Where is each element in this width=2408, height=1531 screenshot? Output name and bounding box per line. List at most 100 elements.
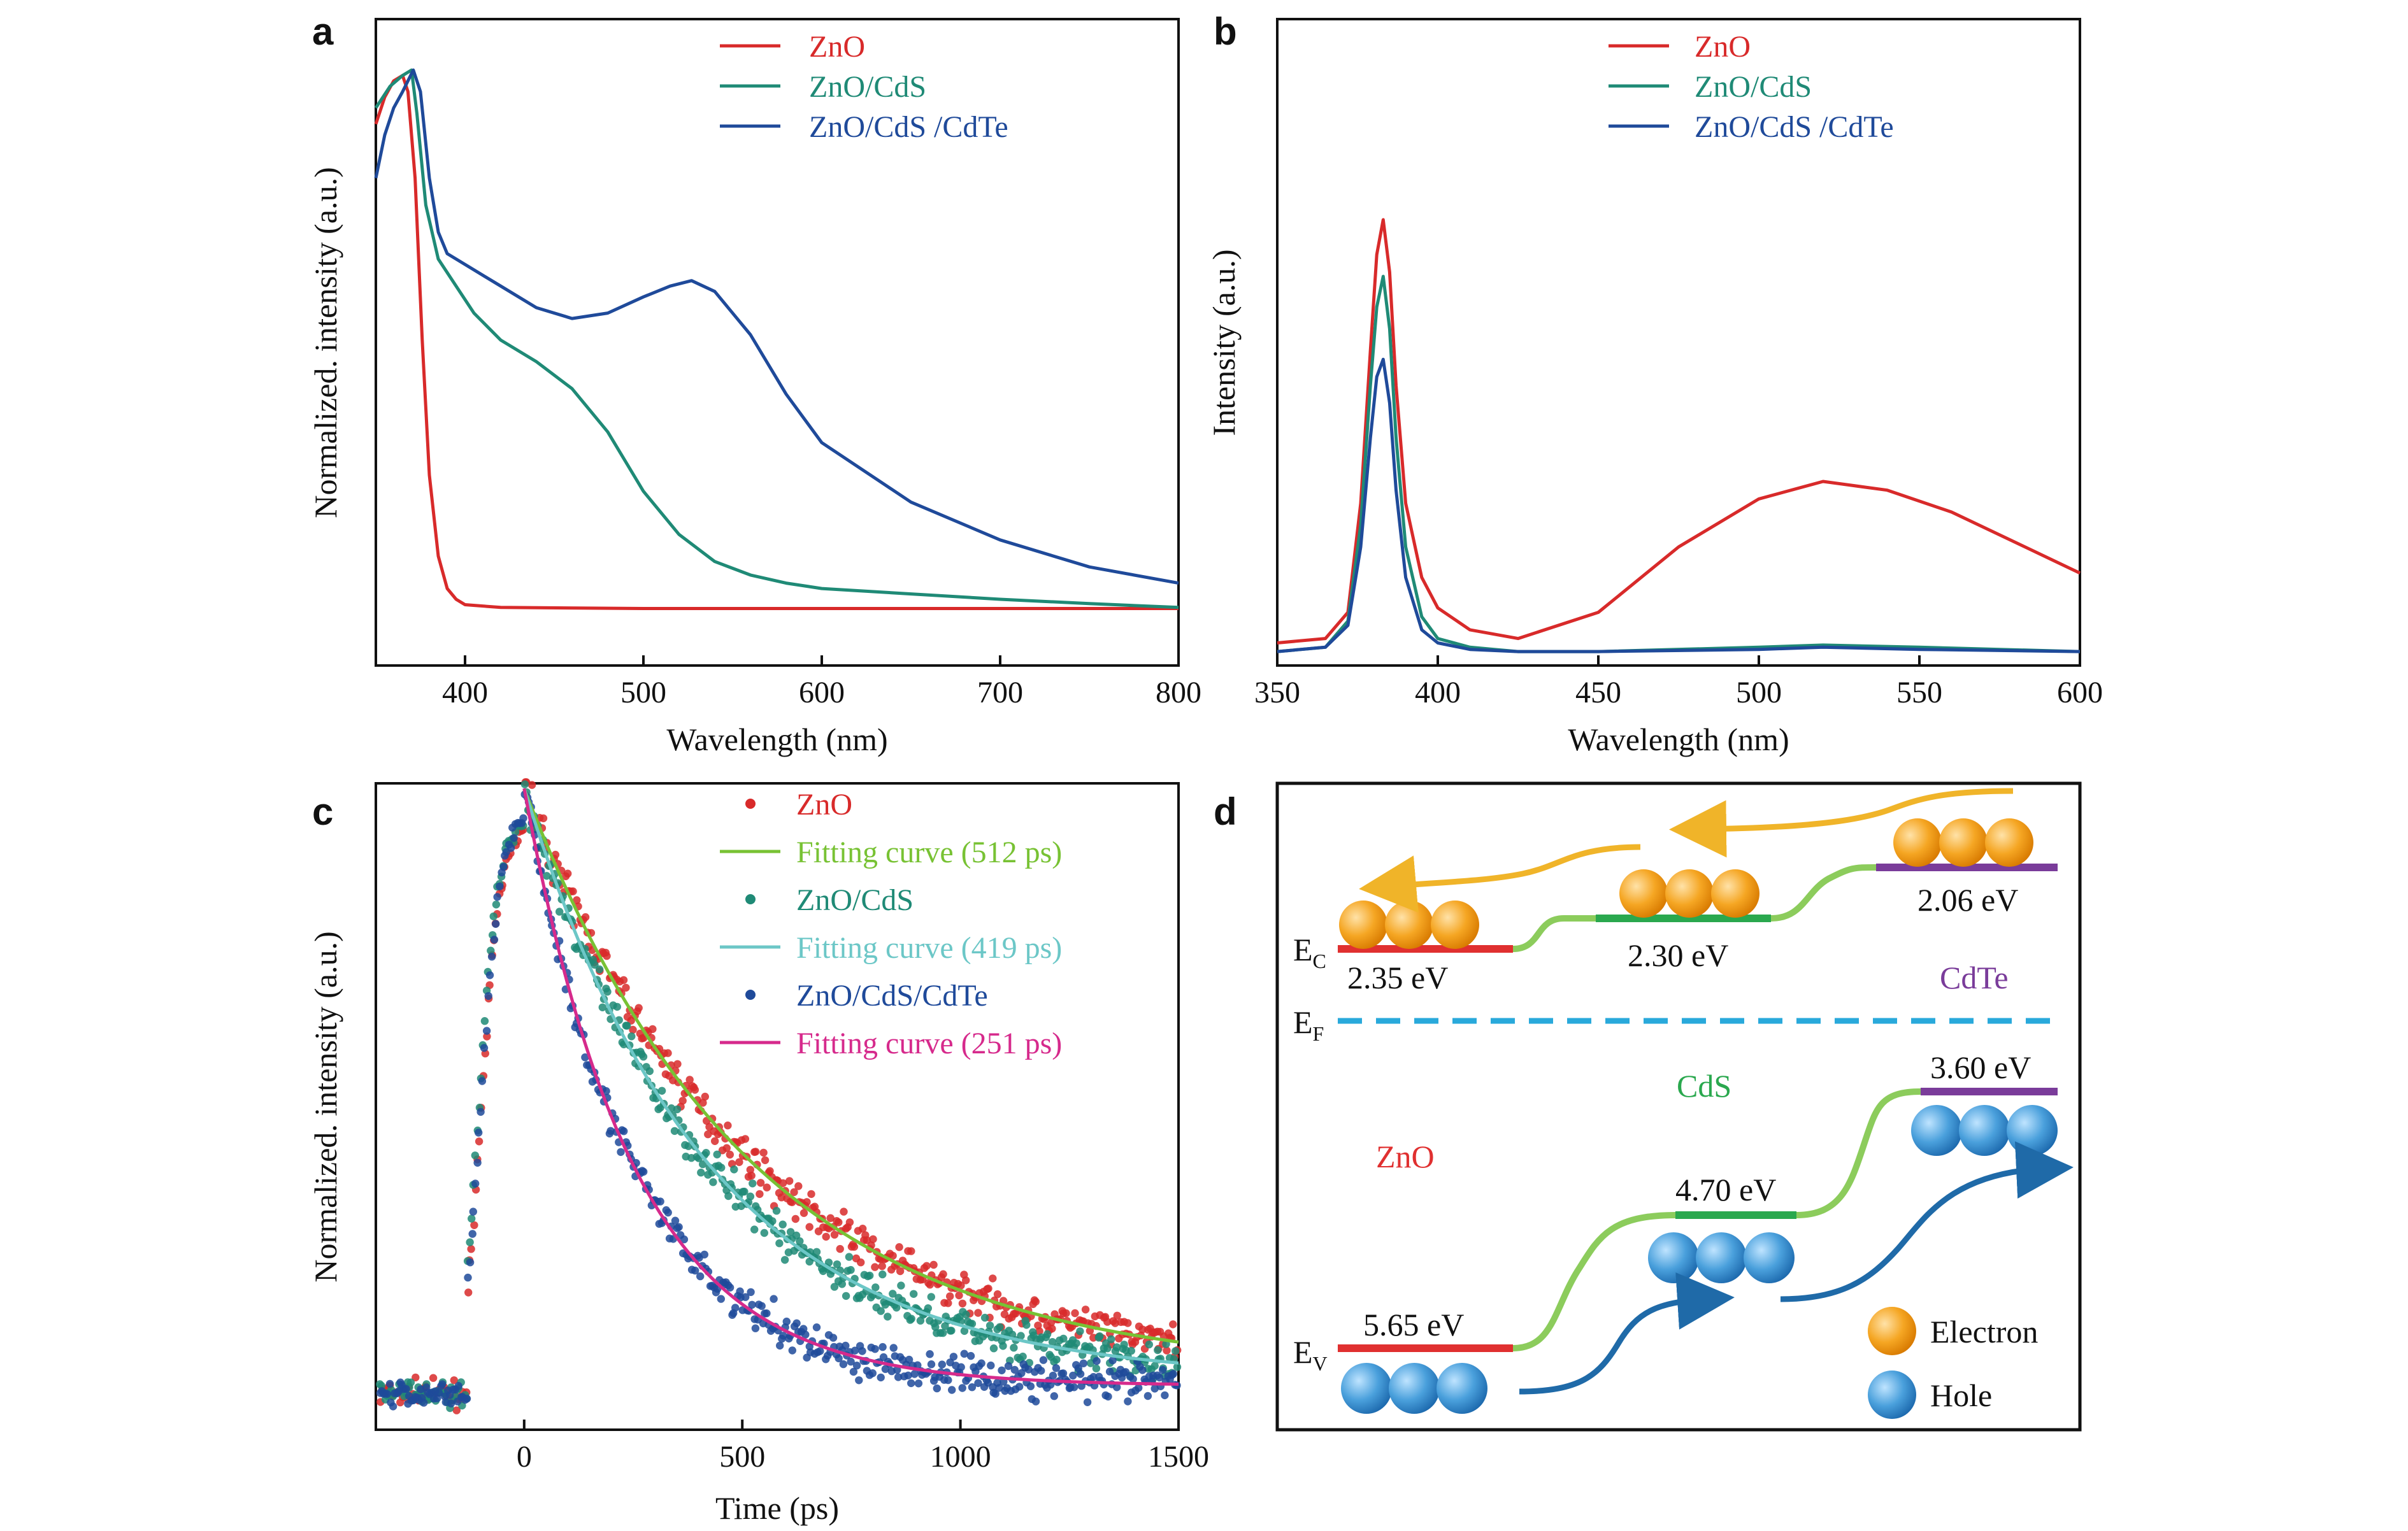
data-point-zno-cds-cdte [893,1365,901,1374]
data-point-zno [761,1156,770,1165]
series-line-zno-cds-cdte [1277,357,2081,653]
data-point-zno [778,1179,787,1188]
xtick-label: 700 [977,676,1023,709]
data-point-zno-cds-cdte [1124,1397,1132,1406]
data-point-zno-cds-cdte [878,1342,887,1351]
data-point-zno-cds [639,1053,648,1061]
data-point-zno-cds-cdte [496,882,504,891]
data-point-zno-cds-cdte [966,1351,975,1360]
data-point-zno-cds-cdte [1037,1367,1045,1375]
data-point-zno [869,1235,877,1244]
panel-b-frame [1276,18,2081,667]
data-point-zno-cds-cdte [510,834,518,843]
data-point-zno-cds-cdte [434,1388,443,1397]
data-point-zno-cds [1127,1346,1136,1355]
legend-label-zno-cds: ZnO/CdS [1695,70,1812,104]
data-point-zno-cds-cdte [829,1334,838,1342]
xtick-label: 800 [1156,676,1201,709]
data-point-zno-cds [724,1192,733,1200]
data-point-zno [1138,1325,1147,1334]
legend-hole-icon [1868,1371,1916,1419]
data-point-zno-cds [871,1283,880,1292]
data-point-zno-cds-cdte [968,1383,977,1392]
data-point-zno-cds-cdte [1049,1371,1057,1380]
hole-icon [1341,1363,1392,1414]
data-point-zno [634,1004,643,1012]
data-point-zno-cds-cdte [691,1266,699,1275]
data-point-zno-cds [1107,1335,1115,1344]
data-point-zno-cds-cdte [839,1360,848,1369]
data-point-zno [799,1209,808,1217]
data-point-zno-cds-cdte [858,1347,866,1355]
panel-c-xticks: 0 500 1000 1500 [517,1420,1209,1474]
panel-a: a 400 500 600 700 800 Wavelength (nm) Normal… [308,10,1201,757]
data-point-zno [1071,1309,1079,1318]
data-point-zno-cds-cdte [1017,1369,1026,1378]
data-point-zno-cds-cdte [664,1208,672,1217]
data-point-zno-cds [749,1179,757,1188]
data-point-zno-cds-cdte [914,1361,922,1369]
data-point-zno-cds [520,780,529,788]
data-point-zno-cds-cdte [991,1390,1000,1398]
data-point-zno-cds-cdte [1129,1375,1137,1383]
fit-line-fitting-curve-512-ps [522,788,1179,1344]
data-point-zno-cds-cdte [471,1179,480,1188]
electron-icon [1985,818,2033,867]
data-point-zno-cds [713,1150,721,1159]
data-point-zno-cds [543,872,551,880]
data-point-zno-cds-cdte [748,1300,756,1309]
data-point-zno-cds [492,901,501,909]
data-point-zno [859,1225,867,1233]
data-point-zno [929,1260,938,1269]
panel-a-legend: ZnO ZnO/CdS ZnO/CdS /CdTe [720,30,1008,144]
ev-label: EV [1293,1334,1328,1375]
data-point-zno-cds-cdte [889,1344,898,1352]
data-point-zno [763,1183,771,1192]
series-line-zno [374,74,1179,610]
data-point-zno-cds [489,912,498,921]
data-point-zno-cds [697,1169,705,1177]
vb-connector-cds-cdte [1796,1088,1921,1218]
data-point-zno [922,1262,931,1271]
zno-vb-energy: 5.65 eV [1363,1307,1464,1342]
data-point-zno [993,1290,1002,1299]
electron-arrow-cdte-cds [1669,788,2014,858]
data-point-zno-cds [702,1149,710,1157]
data-point-zno [889,1251,897,1260]
data-point-zno-cds-cdte [519,814,527,822]
cdte-vb-energy: 3.60 eV [1930,1050,2031,1085]
data-point-zno-cds-cdte [581,1053,589,1062]
data-point-zno-cds [1103,1344,1112,1353]
data-point-zno [962,1276,970,1285]
data-point-zno [747,1171,756,1180]
data-point-zno-cds-cdte [974,1379,982,1387]
cdte-cb-energy: 2.06 eV [1917,882,2018,918]
data-point-zno-cds-cdte [620,1127,628,1136]
data-point-zno-cds-cdte [482,1027,491,1035]
data-point-zno-cds [931,1323,940,1331]
data-point-zno-cds [709,1178,717,1186]
data-point-zno-cds-cdte [998,1366,1006,1374]
data-point-zno [483,1032,491,1041]
data-point-zno-cds [842,1292,850,1300]
data-point-zno-cds [878,1270,887,1279]
data-point-zno-cds-cdte [751,1324,760,1332]
data-point-zno [629,1025,637,1034]
data-point-zno [939,1270,947,1278]
data-point-zno-cds [1017,1332,1025,1340]
cb-connector-zno-cds [1512,915,1596,952]
data-point-zno-cds-cdte [944,1376,952,1385]
data-point-zno-cds [1150,1362,1159,1370]
data-point-zno-cds [999,1342,1007,1350]
data-point-zno [603,951,611,960]
data-point-zno-cds-cdte [480,1044,489,1052]
data-point-zno-cds [406,1378,415,1386]
data-point-zno [790,1188,798,1197]
hole-icon [1648,1232,1699,1283]
data-point-zno-cds [796,1237,804,1246]
data-point-zno-cds-cdte [907,1379,915,1388]
data-point-zno-cds-cdte [726,1283,735,1292]
data-point-zno-cds-cdte [842,1341,850,1350]
data-point-zno-cds-cdte [383,1390,391,1398]
cb-connector-cds-cdte [1770,864,1877,922]
